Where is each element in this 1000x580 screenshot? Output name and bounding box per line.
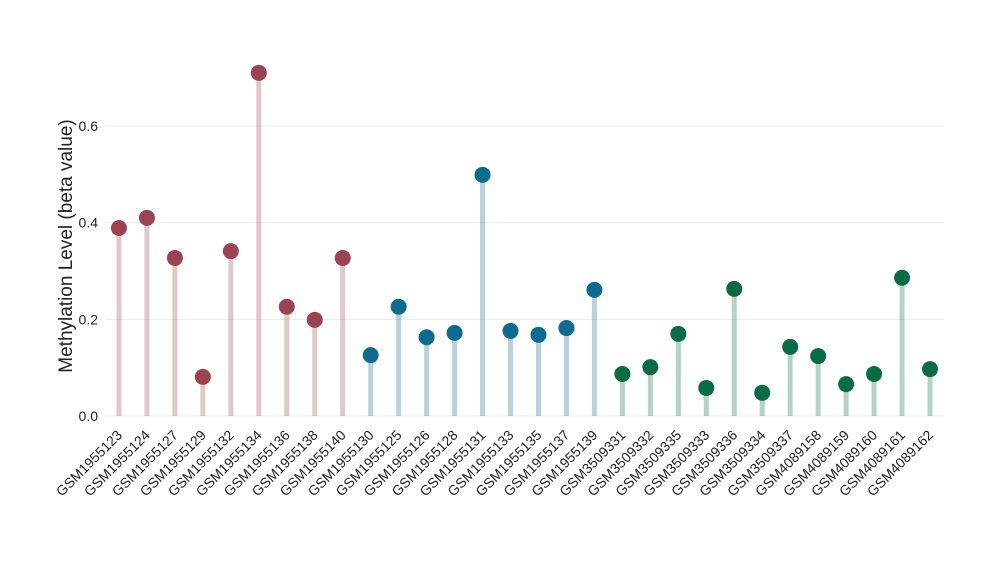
y-tick-label: 0.0: [79, 408, 99, 424]
dot: [670, 325, 687, 342]
dot: [110, 219, 127, 236]
dot: [866, 365, 883, 382]
dot: [642, 359, 659, 376]
dot: [278, 298, 295, 315]
y-tick-label: 0.4: [79, 215, 99, 231]
dot: [754, 384, 771, 401]
dot: [502, 322, 519, 339]
dot: [194, 368, 211, 385]
dot: [586, 281, 603, 298]
dot: [698, 379, 715, 396]
dot: [474, 166, 491, 183]
dot: [558, 320, 575, 337]
y-tick-label: 0.6: [79, 118, 99, 134]
dot: [390, 298, 407, 315]
dot: [446, 324, 463, 341]
y-tick-label: 0.2: [79, 311, 99, 327]
dot: [782, 338, 799, 355]
dot: [726, 280, 743, 297]
dot: [306, 311, 323, 328]
dot: [614, 365, 631, 382]
dot: [222, 243, 239, 260]
dot: [418, 329, 435, 346]
dot: [894, 269, 911, 286]
dot: [530, 326, 547, 343]
dot: [838, 376, 855, 393]
dot: [334, 249, 351, 266]
dot: [166, 249, 183, 266]
dot: [362, 347, 379, 364]
dot: [250, 64, 267, 81]
dot: [810, 348, 827, 365]
dot: [922, 361, 939, 378]
dot: [138, 209, 155, 226]
y-axis-label: Methylation Level (beta value): [56, 119, 77, 372]
